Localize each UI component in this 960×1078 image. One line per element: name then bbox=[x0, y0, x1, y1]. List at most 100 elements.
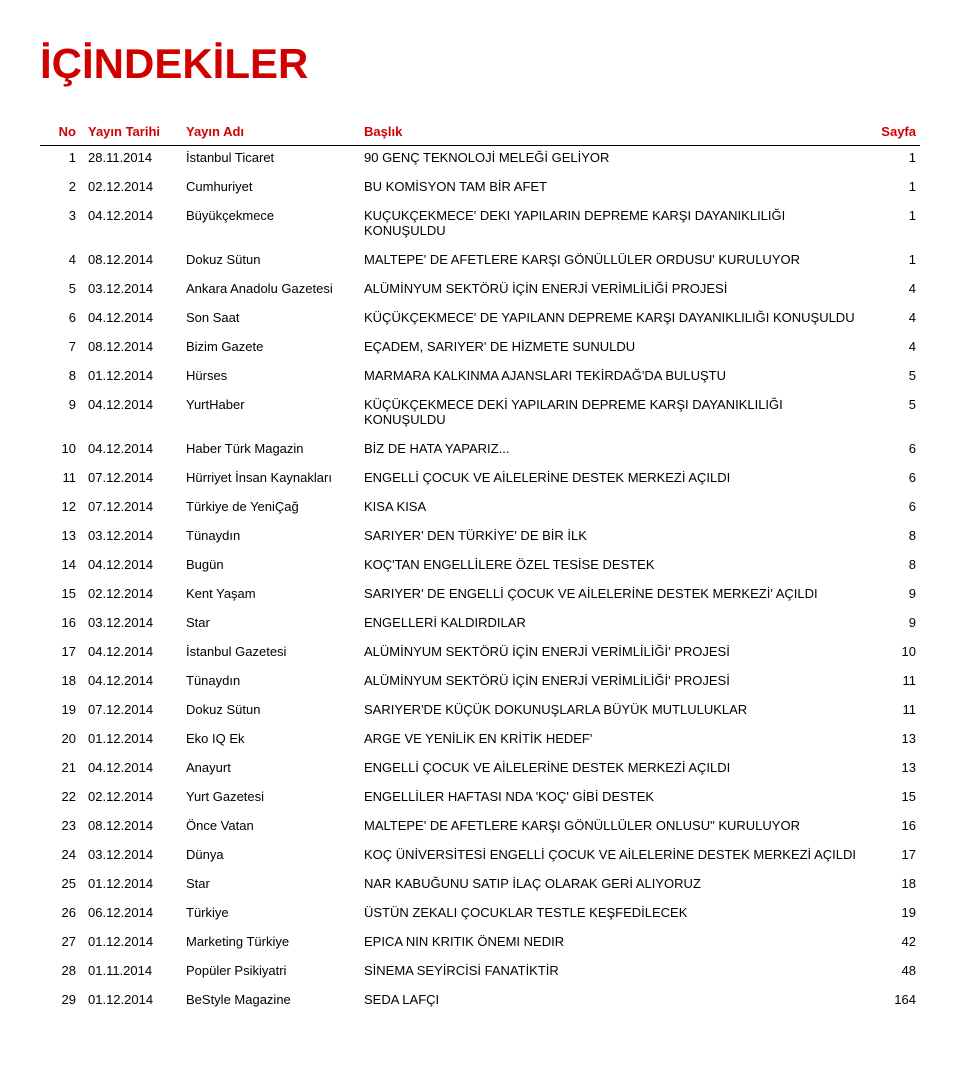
cell-pub: YurtHaber bbox=[182, 393, 360, 437]
cell-page: 9 bbox=[862, 611, 920, 640]
cell-headline: MALTEPE' DE AFETLERE KARŞI GÖNÜLLÜLER ON… bbox=[360, 814, 862, 843]
cell-date: 04.12.2014 bbox=[84, 204, 182, 248]
cell-no: 22 bbox=[40, 785, 84, 814]
cell-no: 16 bbox=[40, 611, 84, 640]
cell-page: 6 bbox=[862, 466, 920, 495]
cell-date: 01.12.2014 bbox=[84, 364, 182, 393]
cell-page: 1 bbox=[862, 146, 920, 176]
cell-page: 1 bbox=[862, 175, 920, 204]
table-row: 604.12.2014Son SaatKÜÇÜKÇEKMECE' DE YAPI… bbox=[40, 306, 920, 335]
cell-pub: Eko IQ Ek bbox=[182, 727, 360, 756]
cell-page: 4 bbox=[862, 277, 920, 306]
cell-date: 04.12.2014 bbox=[84, 640, 182, 669]
cell-no: 14 bbox=[40, 553, 84, 582]
cell-page: 1 bbox=[862, 204, 920, 248]
cell-no: 21 bbox=[40, 756, 84, 785]
cell-pub: BeStyle Magazine bbox=[182, 988, 360, 1017]
cell-headline: ENGELLERİ KALDIRDILAR bbox=[360, 611, 862, 640]
cell-page: 4 bbox=[862, 335, 920, 364]
table-row: 2001.12.2014Eko IQ EkARGE VE YENİLİK EN … bbox=[40, 727, 920, 756]
table-row: 2606.12.2014TürkiyeÜSTÜN ZEKALI ÇOCUKLAR… bbox=[40, 901, 920, 930]
cell-pub: Dokuz Sütun bbox=[182, 248, 360, 277]
table-row: 708.12.2014Bizim GazeteEÇADEM, SARIYER' … bbox=[40, 335, 920, 364]
table-row: 2701.12.2014Marketing TürkiyeEPICA NIN K… bbox=[40, 930, 920, 959]
cell-date: 01.12.2014 bbox=[84, 930, 182, 959]
cell-date: 03.12.2014 bbox=[84, 843, 182, 872]
cell-pub: Yurt Gazetesi bbox=[182, 785, 360, 814]
cell-headline: KUÇUKÇEKMECE' DEKI YAPILARIN DEPREME KAR… bbox=[360, 204, 862, 248]
cell-date: 03.12.2014 bbox=[84, 611, 182, 640]
cell-headline: ENGELLİ ÇOCUK VE AİLELERİNE DESTEK MERKE… bbox=[360, 756, 862, 785]
table-row: 304.12.2014BüyükçekmeceKUÇUKÇEKMECE' DEK… bbox=[40, 204, 920, 248]
cell-page: 11 bbox=[862, 698, 920, 727]
cell-headline: KISA KISA bbox=[360, 495, 862, 524]
cell-headline: KÜÇÜKÇEKMECE' DE YAPILANN DEPREME KARŞI … bbox=[360, 306, 862, 335]
cell-date: 04.12.2014 bbox=[84, 437, 182, 466]
table-row: 2901.12.2014BeStyle MagazineSEDA LAFÇI16… bbox=[40, 988, 920, 1017]
cell-page: 16 bbox=[862, 814, 920, 843]
cell-date: 01.12.2014 bbox=[84, 727, 182, 756]
table-header-row: No Yayın Tarihi Yayın Adı Başlık Sayfa bbox=[40, 118, 920, 146]
cell-page: 18 bbox=[862, 872, 920, 901]
cell-date: 07.12.2014 bbox=[84, 495, 182, 524]
col-page: Sayfa bbox=[862, 118, 920, 146]
cell-page: 13 bbox=[862, 727, 920, 756]
table-row: 128.11.2014İstanbul Ticaret90 GENÇ TEKNO… bbox=[40, 146, 920, 176]
cell-pub: Dünya bbox=[182, 843, 360, 872]
cell-headline: EÇADEM, SARIYER' DE HİZMETE SUNULDU bbox=[360, 335, 862, 364]
cell-headline: ENGELLİ ÇOCUK VE AİLELERİNE DESTEK MERKE… bbox=[360, 466, 862, 495]
cell-date: 03.12.2014 bbox=[84, 524, 182, 553]
table-row: 408.12.2014Dokuz SütunMALTEPE' DE AFETLE… bbox=[40, 248, 920, 277]
cell-date: 07.12.2014 bbox=[84, 698, 182, 727]
cell-page: 17 bbox=[862, 843, 920, 872]
cell-no: 13 bbox=[40, 524, 84, 553]
cell-headline: BİZ DE HATA YAPARIZ... bbox=[360, 437, 862, 466]
cell-pub: Star bbox=[182, 611, 360, 640]
cell-page: 1 bbox=[862, 248, 920, 277]
cell-headline: SİNEMA SEYİRCİSİ FANATİKTİR bbox=[360, 959, 862, 988]
cell-date: 04.12.2014 bbox=[84, 669, 182, 698]
cell-headline: ALÜMİNYUM SEKTÖRÜ İÇİN ENERJİ VERİMLİLİĞ… bbox=[360, 669, 862, 698]
page-title: İÇİNDEKİLER bbox=[40, 40, 920, 88]
cell-pub: Türkiye de YeniÇağ bbox=[182, 495, 360, 524]
cell-no: 15 bbox=[40, 582, 84, 611]
cell-pub: Star bbox=[182, 872, 360, 901]
cell-page: 15 bbox=[862, 785, 920, 814]
cell-pub: Marketing Türkiye bbox=[182, 930, 360, 959]
col-pub: Yayın Adı bbox=[182, 118, 360, 146]
cell-headline: SARIYER' DEN TÜRKİYE' DE BİR İLK bbox=[360, 524, 862, 553]
cell-pub: Bizim Gazete bbox=[182, 335, 360, 364]
cell-pub: Hürriyet İnsan Kaynakları bbox=[182, 466, 360, 495]
table-row: 1303.12.2014TünaydınSARIYER' DEN TÜRKİYE… bbox=[40, 524, 920, 553]
cell-page: 19 bbox=[862, 901, 920, 930]
table-row: 1107.12.2014Hürriyet İnsan KaynaklarıENG… bbox=[40, 466, 920, 495]
cell-page: 10 bbox=[862, 640, 920, 669]
table-row: 2801.11.2014Popüler PsikiyatriSİNEMA SEY… bbox=[40, 959, 920, 988]
toc-table: No Yayın Tarihi Yayın Adı Başlık Sayfa 1… bbox=[40, 118, 920, 1017]
table-row: 1603.12.2014StarENGELLERİ KALDIRDILAR9 bbox=[40, 611, 920, 640]
cell-no: 20 bbox=[40, 727, 84, 756]
cell-pub: Önce Vatan bbox=[182, 814, 360, 843]
cell-headline: ALÜMİNYUM SEKTÖRÜ İÇİN ENERJİ VERİMLİLİĞ… bbox=[360, 277, 862, 306]
cell-headline: ÜSTÜN ZEKALI ÇOCUKLAR TESTLE KEŞFEDİLECE… bbox=[360, 901, 862, 930]
cell-date: 08.12.2014 bbox=[84, 814, 182, 843]
cell-no: 10 bbox=[40, 437, 84, 466]
cell-headline: KOÇ ÜNİVERSİTESİ ENGELLİ ÇOCUK VE AİLELE… bbox=[360, 843, 862, 872]
cell-no: 18 bbox=[40, 669, 84, 698]
cell-date: 02.12.2014 bbox=[84, 175, 182, 204]
cell-date: 06.12.2014 bbox=[84, 901, 182, 930]
table-row: 2308.12.2014Önce VatanMALTEPE' DE AFETLE… bbox=[40, 814, 920, 843]
cell-headline: SEDA LAFÇI bbox=[360, 988, 862, 1017]
cell-headline: MARMARA KALKINMA AJANSLARI TEKİRDAĞ'DA B… bbox=[360, 364, 862, 393]
cell-date: 07.12.2014 bbox=[84, 466, 182, 495]
cell-date: 04.12.2014 bbox=[84, 306, 182, 335]
cell-page: 5 bbox=[862, 364, 920, 393]
col-date: Yayın Tarihi bbox=[84, 118, 182, 146]
cell-pub: İstanbul Gazetesi bbox=[182, 640, 360, 669]
cell-page: 4 bbox=[862, 306, 920, 335]
cell-headline: NAR KABUĞUNU SATIP İLAÇ OLARAK GERİ ALIY… bbox=[360, 872, 862, 901]
table-row: 2104.12.2014AnayurtENGELLİ ÇOCUK VE AİLE… bbox=[40, 756, 920, 785]
cell-no: 19 bbox=[40, 698, 84, 727]
cell-headline: KÜÇÜKÇEKMECE DEKİ YAPILARIN DEPREME KARŞ… bbox=[360, 393, 862, 437]
cell-pub: Bugün bbox=[182, 553, 360, 582]
